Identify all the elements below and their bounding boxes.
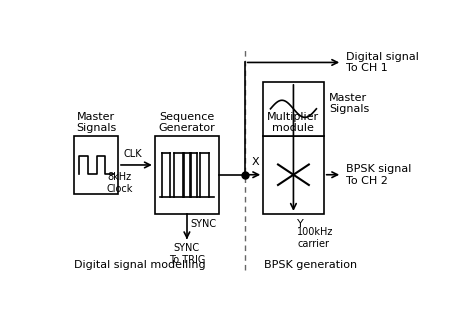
Text: SYNC: SYNC <box>191 219 217 229</box>
Bar <box>263 82 324 136</box>
Text: X: X <box>252 158 259 167</box>
Text: Digital signal modelling: Digital signal modelling <box>74 260 206 270</box>
Text: Sequence
Generator: Sequence Generator <box>158 112 215 133</box>
Text: Master
Signals: Master Signals <box>329 93 370 114</box>
Text: SYNC
To TRIG: SYNC To TRIG <box>169 243 205 265</box>
Text: CLK: CLK <box>123 149 142 159</box>
Text: BPSK generation: BPSK generation <box>264 260 357 270</box>
Text: Multiplier
module: Multiplier module <box>267 112 319 133</box>
Text: 8kHz
Clock: 8kHz Clock <box>107 172 133 194</box>
Bar <box>74 136 118 194</box>
Text: Y: Y <box>297 219 304 229</box>
Text: Digital signal
To CH 1: Digital signal To CH 1 <box>346 52 419 73</box>
Text: BPSK signal
To CH 2: BPSK signal To CH 2 <box>346 164 411 185</box>
Bar <box>155 136 219 214</box>
Text: Master
Signals: Master Signals <box>76 112 116 133</box>
Text: 100kHz
carrier: 100kHz carrier <box>297 227 334 249</box>
Bar <box>263 136 324 214</box>
